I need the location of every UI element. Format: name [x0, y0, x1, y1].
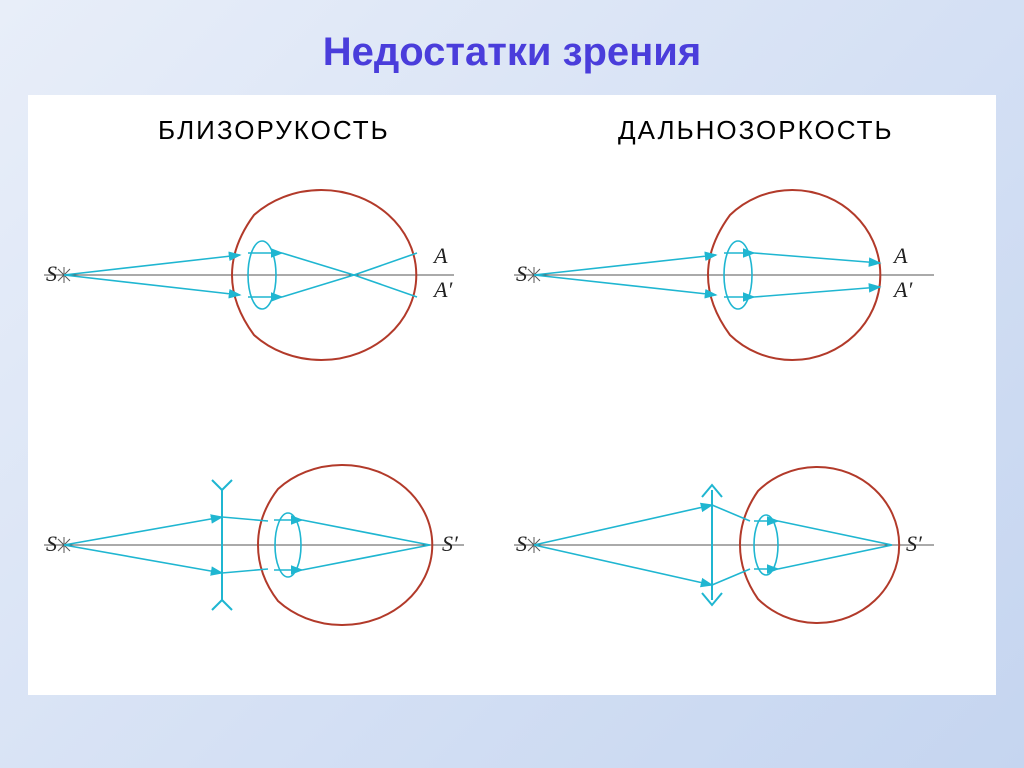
ray: [64, 275, 240, 295]
ray: [302, 545, 430, 570]
diagram-myopia-uncorrected: S A A′: [44, 165, 514, 405]
diagram-hyperopia-uncorrected: S A A′: [514, 165, 984, 405]
ray: [64, 545, 222, 573]
ray: [778, 545, 892, 569]
ray: [64, 517, 222, 545]
ray: [534, 545, 712, 585]
label-Sprime: S′: [442, 531, 458, 557]
ray: [354, 253, 417, 275]
ray: [534, 505, 712, 545]
diagram-myopia-corrected: S S′: [44, 435, 514, 675]
ray: [534, 275, 716, 295]
diagram-panel: БЛИЗОРУКОСТЬ ДАЛЬНОЗОРКОСТЬ: [28, 95, 996, 695]
ray: [712, 569, 750, 585]
label-S: S: [46, 261, 57, 287]
ray: [302, 520, 430, 545]
label-A: A: [434, 243, 447, 269]
label-Aprime: A′: [894, 277, 912, 303]
heading-hyperopia: ДАЛЬНОЗОРКОСТЬ: [618, 115, 894, 146]
ray: [282, 275, 354, 297]
label-S: S: [516, 531, 527, 557]
ray: [754, 287, 880, 297]
ray: [534, 255, 716, 275]
heading-myopia: БЛИЗОРУКОСТЬ: [158, 115, 390, 146]
ray: [778, 521, 892, 545]
page-title: Недостатки зрения: [0, 0, 1024, 95]
ray: [754, 253, 880, 263]
ray: [64, 255, 240, 275]
label-S: S: [46, 531, 57, 557]
label-A: A: [894, 243, 907, 269]
ray: [712, 505, 750, 521]
label-Sprime: S′: [906, 531, 922, 557]
label-S: S: [516, 261, 527, 287]
diagram-hyperopia-corrected: S S′: [514, 435, 984, 675]
label-Aprime: A′: [434, 277, 452, 303]
ray: [282, 253, 354, 275]
ray: [354, 275, 417, 297]
